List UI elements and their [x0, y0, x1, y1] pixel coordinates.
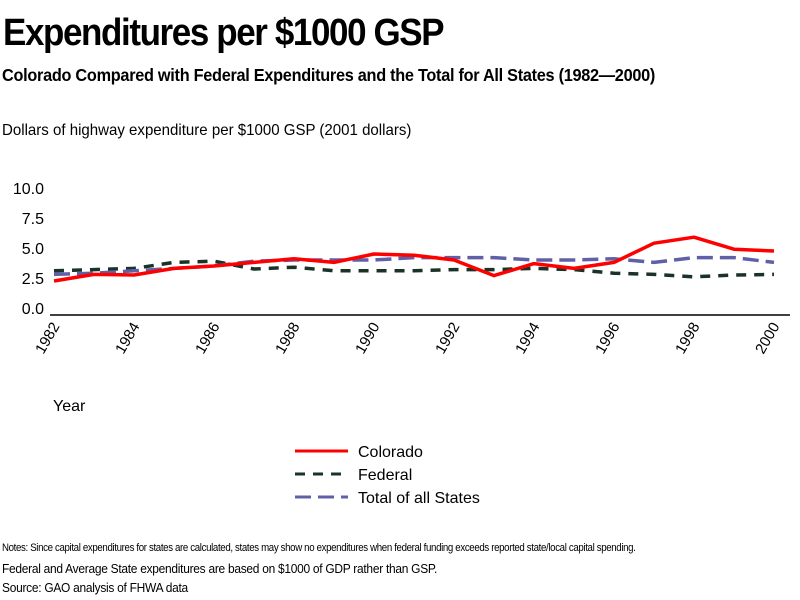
legend: Colorado Federal Total of all States — [295, 444, 480, 507]
x-tick-label: 1982 — [32, 320, 63, 357]
x-tick-label: 1986 — [192, 320, 223, 357]
x-axis-ticks: 1982 1984 1986 1988 1990 1992 1994 1996 1998 2000 — [32, 320, 783, 357]
x-tick-label: 1998 — [672, 320, 703, 357]
x-tick-label: 2000 — [752, 320, 783, 357]
source-note: Source: GAO analysis of FHWA data — [2, 580, 188, 595]
y-tick-label: 0.0 — [22, 301, 44, 318]
y-axis-label: Dollars of highway expenditure per $1000… — [2, 122, 412, 139]
chart-title: Expenditures per $1000 GSP — [3, 12, 445, 54]
y-tick-label: 2.5 — [22, 271, 44, 288]
x-tick-label: 1988 — [272, 320, 303, 357]
footnote-gdp: Federal and Average State expenditures a… — [2, 561, 438, 576]
chart-subtitle: Colorado Compared with Federal Expenditu… — [2, 65, 656, 85]
x-tick-label: 1996 — [592, 320, 623, 357]
x-tick-label: 1990 — [352, 320, 383, 357]
legend-label: Colorado — [358, 444, 423, 461]
x-axis-label: Year — [53, 398, 86, 415]
x-tick-label: 1992 — [432, 320, 463, 357]
y-tick-label: 5.0 — [22, 241, 44, 258]
x-tick-label: 1984 — [112, 320, 143, 357]
footnote-notes: Notes: Since capital expenditures for st… — [2, 542, 636, 554]
x-tick-label: 1994 — [512, 320, 543, 357]
legend-label: Total of all States — [358, 490, 480, 507]
y-tick-label: 10.0 — [13, 181, 44, 198]
legend-label: Federal — [358, 467, 412, 484]
y-axis-ticks: 0.0 2.5 5.0 7.5 10.0 — [13, 181, 44, 318]
series-lines — [53, 235, 775, 283]
y-tick-label: 7.5 — [22, 211, 44, 228]
